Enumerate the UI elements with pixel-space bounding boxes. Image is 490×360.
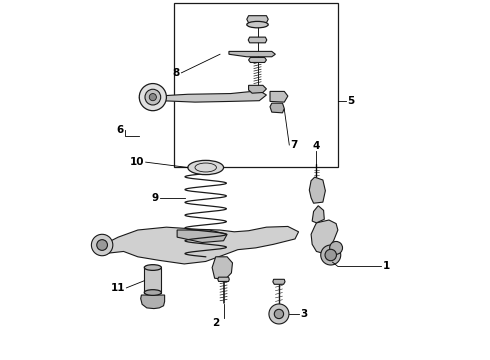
Polygon shape	[248, 58, 267, 63]
Circle shape	[97, 240, 107, 250]
Polygon shape	[312, 206, 324, 223]
Circle shape	[139, 84, 167, 111]
Ellipse shape	[144, 290, 161, 296]
Polygon shape	[177, 230, 227, 243]
Polygon shape	[96, 226, 298, 264]
Text: 2: 2	[212, 318, 220, 328]
Polygon shape	[309, 177, 325, 203]
Polygon shape	[154, 91, 161, 102]
Text: 4: 4	[313, 141, 320, 151]
Circle shape	[325, 249, 337, 261]
Circle shape	[321, 245, 341, 265]
Bar	[144, 267, 161, 293]
Ellipse shape	[247, 21, 268, 28]
Circle shape	[330, 242, 343, 254]
Polygon shape	[229, 51, 275, 57]
Text: 10: 10	[130, 157, 144, 167]
Text: 9: 9	[151, 193, 159, 203]
Text: 1: 1	[383, 261, 390, 271]
Ellipse shape	[144, 265, 161, 270]
Text: 7: 7	[291, 140, 298, 150]
Text: 3: 3	[300, 309, 308, 319]
Circle shape	[149, 94, 156, 101]
Ellipse shape	[188, 160, 223, 175]
Polygon shape	[270, 103, 284, 113]
Bar	[173, 3, 338, 167]
Polygon shape	[248, 85, 267, 93]
Polygon shape	[141, 295, 165, 309]
Circle shape	[92, 234, 113, 256]
Text: 8: 8	[173, 68, 180, 78]
Text: 5: 5	[347, 96, 354, 107]
Polygon shape	[218, 277, 229, 282]
Polygon shape	[212, 257, 232, 279]
Polygon shape	[273, 279, 285, 284]
Circle shape	[145, 89, 161, 105]
Text: 11: 11	[111, 283, 125, 293]
Text: 6: 6	[116, 125, 123, 135]
Polygon shape	[248, 37, 267, 43]
Polygon shape	[270, 91, 288, 102]
Circle shape	[269, 304, 289, 324]
Polygon shape	[247, 16, 268, 23]
Polygon shape	[154, 91, 267, 102]
Polygon shape	[311, 220, 338, 253]
Circle shape	[274, 309, 284, 319]
